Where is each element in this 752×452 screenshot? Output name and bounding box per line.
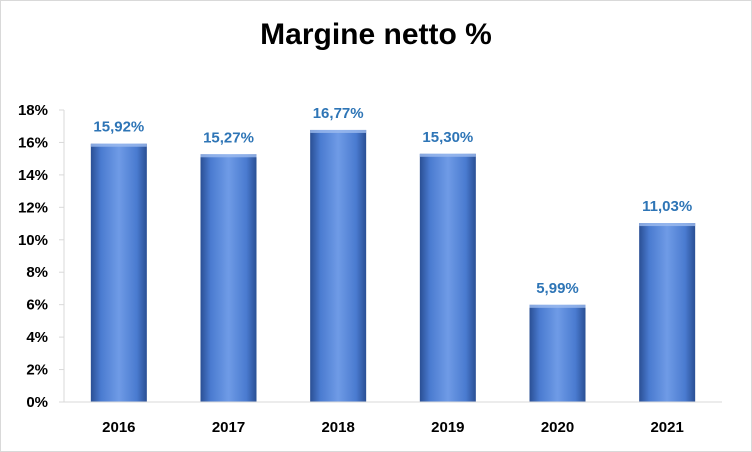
bar-group: 5,99%: [529, 280, 586, 402]
bar: [529, 304, 586, 402]
data-label: 15,27%: [203, 129, 254, 146]
bar: [90, 143, 147, 402]
bar-highlight: [639, 223, 696, 227]
y-tick-label: 10%: [18, 232, 48, 249]
y-tick-label: 4%: [26, 329, 48, 346]
bar: [419, 153, 476, 402]
y-axis: 0% 2% 4% 6% 8% 10% 12% 14% 16% 18%: [18, 102, 65, 411]
y-tick-label: 2%: [26, 362, 48, 379]
x-tick-label: 2018: [321, 419, 354, 436]
x-tick-label: 2017: [212, 419, 245, 436]
y-tick-label: 14%: [18, 167, 48, 184]
bar: [200, 154, 257, 402]
bar-highlight: [310, 129, 367, 133]
bar-highlight: [529, 304, 586, 308]
y-tick-label: 0%: [26, 394, 48, 411]
y-tick-label: 8%: [26, 264, 48, 281]
y-tick-label: 16%: [18, 134, 48, 151]
data-label: 15,30%: [422, 129, 473, 146]
x-tick-label: 2021: [650, 419, 683, 436]
bar: [310, 129, 367, 402]
data-label: 5,99%: [536, 280, 579, 297]
bar: [639, 223, 696, 402]
bars: 15,92% 15,27% 16,77% 15,30% 5,99% 11,03%: [90, 105, 696, 402]
bar-group: 11,03%: [639, 198, 696, 402]
bar-group: 15,30%: [419, 129, 476, 402]
bar-group: 15,92%: [90, 119, 147, 402]
data-label: 16,77%: [313, 105, 364, 122]
bar-group: 15,27%: [200, 129, 257, 402]
x-tick-label: 2019: [431, 419, 464, 436]
data-label: 11,03%: [642, 198, 692, 215]
chart-title: Margine netto %: [260, 18, 492, 51]
bar-highlight: [200, 154, 257, 158]
y-tick-label: 6%: [26, 297, 48, 314]
x-tick-label: 2020: [541, 419, 574, 436]
bar-highlight: [419, 153, 476, 157]
x-axis: 2016 2017 2018 2019 2020 2021: [64, 401, 722, 436]
y-tick-label: 12%: [18, 199, 48, 216]
bar-highlight: [90, 143, 147, 147]
y-tick-label: 18%: [18, 102, 48, 119]
x-tick-label: 2016: [102, 419, 135, 436]
data-label: 15,92%: [93, 119, 144, 136]
bar-group: 16,77%: [310, 105, 367, 402]
